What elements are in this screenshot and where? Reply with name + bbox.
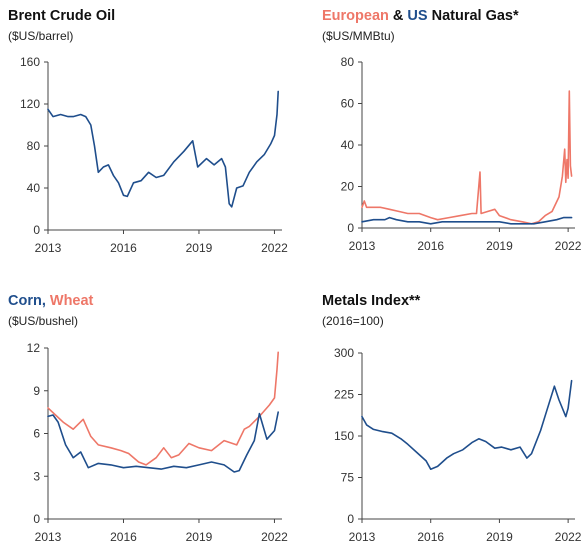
chart-grains: Corn, Wheat ($US/bushel) 0 3 6 9 12 2013 2016 201… xyxy=(8,293,288,544)
y-tick-label: 120 xyxy=(20,97,40,111)
x-tick-label: 2013 xyxy=(349,530,376,544)
chart-title: Metals Index** xyxy=(322,293,421,309)
x-tick-label: 2022 xyxy=(555,530,582,544)
x-tick-label: 2013 xyxy=(35,241,62,255)
x-tick-label: 2016 xyxy=(110,241,137,255)
x-tick-label: 2019 xyxy=(186,530,213,544)
y-tick-label: 12 xyxy=(27,341,41,355)
x-tick-label: 2013 xyxy=(35,530,62,544)
y-tick-label: 150 xyxy=(334,429,354,443)
y-tick-label: 6 xyxy=(33,427,40,441)
chart-title-part: European xyxy=(322,8,389,24)
y-tick-label: 9 xyxy=(33,384,40,398)
series-line-corn xyxy=(47,411,280,473)
chart-title-part: Metals Index** xyxy=(322,293,421,309)
y-tick-label: 160 xyxy=(20,55,40,69)
x-tick-label: 2013 xyxy=(349,239,376,253)
chart-subtitle: ($US/MMBtu) xyxy=(322,29,395,43)
y-tick-label: 3 xyxy=(33,469,40,483)
x-tick-label: 2016 xyxy=(110,530,137,544)
x-tick-label: 2022 xyxy=(261,241,288,255)
y-tick-label: 0 xyxy=(33,512,40,526)
y-tick-label: 40 xyxy=(27,181,41,195)
chart-brent: Brent Crude Oil ($US/barrel) 0 40 80 120 160 20… xyxy=(8,8,288,255)
chart-title-part: Wheat xyxy=(46,293,94,309)
x-tick-label: 2022 xyxy=(555,239,582,253)
chart-title-part: Natural Gas* xyxy=(428,8,519,24)
chart-title-part: Brent Crude Oil xyxy=(8,8,115,24)
chart-metals: Metals Index** (2016=100) 0 75 150 225 300 2013… xyxy=(322,293,582,544)
series-line xyxy=(47,90,280,208)
chart-title-part: US xyxy=(407,8,427,24)
x-tick-label: 2019 xyxy=(186,241,213,255)
x-tick-label: 2016 xyxy=(417,239,444,253)
chart-natgas: European & US Natural Gas* ($US/MMBtu) 0 20… xyxy=(322,8,582,253)
x-tick-label: 2016 xyxy=(417,530,444,544)
chart-title: European & US Natural Gas* xyxy=(322,8,519,24)
y-tick-label: 80 xyxy=(341,55,355,69)
y-tick-label: 0 xyxy=(347,221,354,235)
y-tick-label: 225 xyxy=(334,388,354,402)
chart-subtitle: ($US/bushel) xyxy=(8,314,78,328)
y-tick-label: 0 xyxy=(33,223,40,237)
chart-title-part: Corn, xyxy=(8,293,46,309)
y-tick-label: 0 xyxy=(347,512,354,526)
x-tick-label: 2019 xyxy=(486,239,513,253)
y-tick-label: 20 xyxy=(341,180,355,194)
series-line xyxy=(361,379,573,471)
y-tick-label: 75 xyxy=(341,471,355,485)
x-tick-label: 2019 xyxy=(486,530,513,544)
chart-title: Corn, Wheat xyxy=(8,293,94,309)
x-tick-label: 2022 xyxy=(261,530,288,544)
series-line-wheat xyxy=(47,351,280,466)
series-line-us xyxy=(361,216,573,225)
y-tick-label: 80 xyxy=(27,139,41,153)
y-tick-label: 60 xyxy=(341,97,355,111)
chart-subtitle: ($US/barrel) xyxy=(8,29,73,43)
chart-title: Brent Crude Oil xyxy=(8,8,115,24)
chart-title-part: & xyxy=(389,8,408,24)
y-tick-label: 300 xyxy=(334,346,354,360)
y-tick-label: 40 xyxy=(341,138,355,152)
chart-subtitle: (2016=100) xyxy=(322,314,384,328)
series-line-european xyxy=(361,90,573,225)
